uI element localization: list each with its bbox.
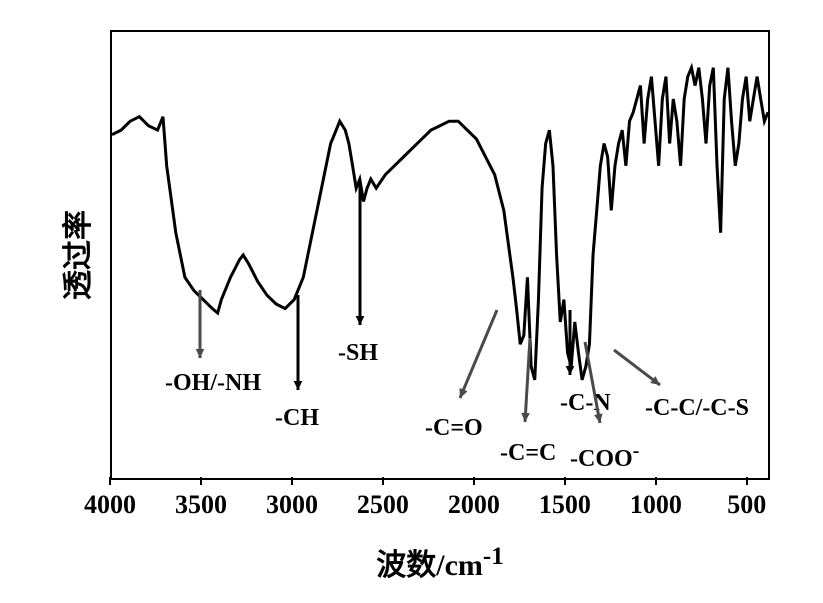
x-tick bbox=[200, 477, 202, 485]
peak-annotation: -C=C bbox=[500, 440, 556, 467]
peak-annotation: -CH bbox=[275, 405, 319, 432]
x-tick-label: 4000 bbox=[84, 490, 136, 520]
x-tick-label: 2000 bbox=[448, 490, 500, 520]
x-tick bbox=[655, 477, 657, 485]
peak-annotation: -OH/-NH bbox=[165, 370, 261, 397]
x-tick bbox=[473, 477, 475, 485]
x-tick-label: 3000 bbox=[266, 490, 318, 520]
peak-annotation: -C-C/-C-S bbox=[645, 395, 749, 422]
x-tick bbox=[564, 477, 566, 485]
peak-annotation: -SH bbox=[338, 340, 378, 367]
x-tick bbox=[291, 477, 293, 485]
x-tick-label: 3500 bbox=[175, 490, 227, 520]
x-tick-label: 500 bbox=[727, 490, 766, 520]
y-axis-label: 透过率 bbox=[53, 210, 97, 300]
x-tick-label: 2500 bbox=[357, 490, 409, 520]
peak-annotation: -C=O bbox=[425, 415, 483, 442]
x-tick bbox=[746, 477, 748, 485]
chart-container: 透过率 波数/cm-1 4000 3500 3000 2500 2000 1500 1000… bbox=[0, 0, 823, 603]
peak-annotation: -COO- bbox=[570, 440, 639, 473]
x-tick-label: 1500 bbox=[539, 490, 591, 520]
x-tick bbox=[382, 477, 384, 485]
x-tick-label: 1000 bbox=[630, 490, 682, 520]
x-axis-label: 波数/cm-1 bbox=[376, 540, 503, 584]
x-tick bbox=[109, 477, 111, 485]
peak-annotation: -C-N bbox=[560, 390, 611, 417]
